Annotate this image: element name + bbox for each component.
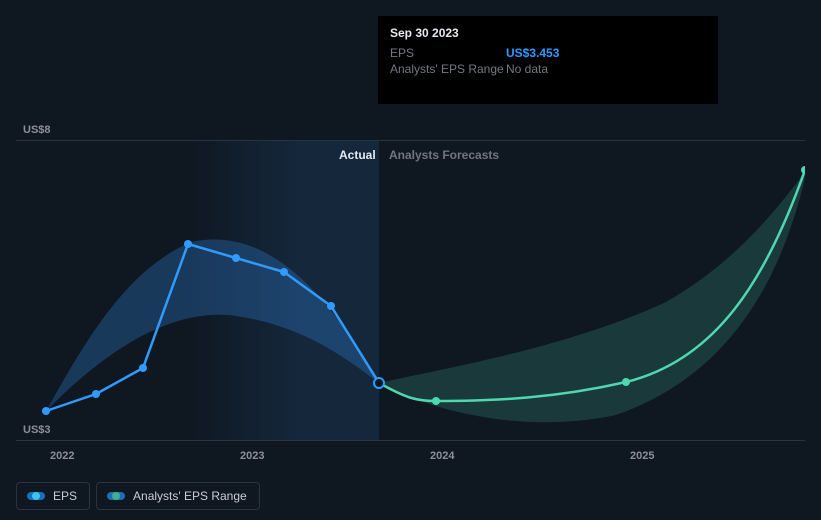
y-label-lower: US$3 — [23, 424, 51, 436]
tooltip-eps-key: EPS — [390, 46, 506, 60]
legend-label-range: Analysts' EPS Range — [133, 489, 247, 503]
x-axis-label: 2022 — [50, 450, 74, 462]
forecast-label: Analysts Forecasts — [389, 148, 499, 162]
tooltip-range-value: No data — [506, 62, 548, 76]
x-axis-label: 2025 — [630, 450, 654, 462]
tooltip-range-key: Analysts' EPS Range — [390, 62, 506, 76]
actual-label: Actual — [339, 148, 376, 162]
legend-item-eps[interactable]: EPS — [16, 482, 90, 510]
legend-item-range[interactable]: Analysts' EPS Range — [96, 482, 260, 510]
y-label-upper: US$8 — [23, 124, 51, 136]
hover-tooltip: Sep 30 2023 EPS US$3.453 Analysts' EPS R… — [378, 16, 718, 104]
x-axis-label: 2024 — [430, 450, 454, 462]
gridline-bottom — [16, 440, 805, 441]
gridline-top — [16, 140, 805, 141]
legend-swatch-eps — [27, 492, 45, 500]
tooltip-date: Sep 30 2023 — [390, 26, 706, 40]
legend: EPS Analysts' EPS Range — [16, 482, 260, 510]
x-axis-label: 2023 — [240, 450, 264, 462]
tooltip-eps-value: US$3.453 — [506, 46, 559, 60]
legend-swatch-range — [107, 492, 125, 500]
legend-label-eps: EPS — [53, 489, 77, 503]
